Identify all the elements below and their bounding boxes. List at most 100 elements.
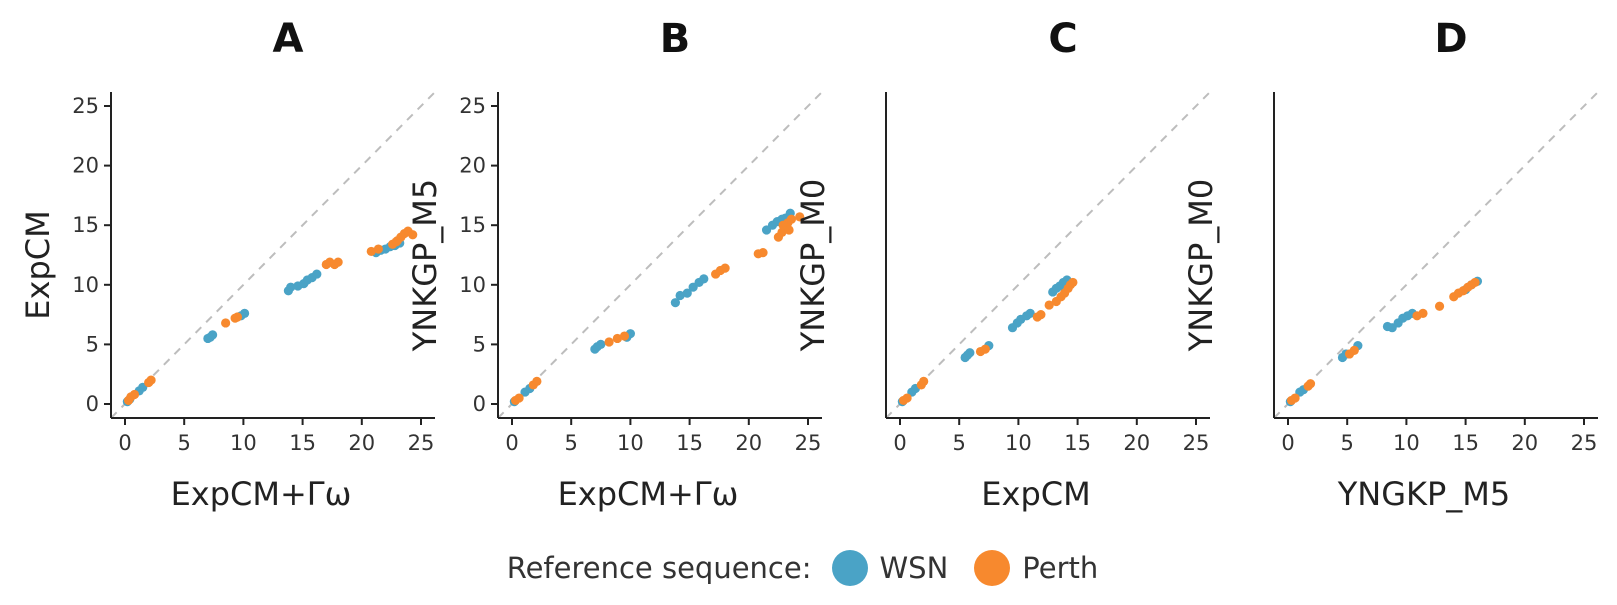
series-perth bbox=[123, 226, 418, 406]
identity-line bbox=[885, 91, 1211, 419]
point-wsn bbox=[1025, 308, 1035, 319]
x-tick-label: 10 bbox=[617, 431, 644, 455]
panel-letter: C bbox=[1048, 16, 1077, 62]
series-perth bbox=[1286, 277, 1480, 406]
y-tick-label: 25 bbox=[72, 94, 99, 118]
series-wsn bbox=[122, 238, 405, 407]
point-perth bbox=[1068, 277, 1078, 288]
point-perth bbox=[408, 230, 418, 240]
y-axis-label: ExpCM bbox=[19, 210, 57, 319]
x-tick-label: 5 bbox=[178, 431, 191, 455]
panel-a: A 0 5 10 15 20 25 0 5 10 15 20 25 ExpCM+Γω ExpCM bbox=[19, 16, 436, 513]
point-perth bbox=[532, 376, 542, 386]
point-perth bbox=[784, 225, 794, 235]
point-perth bbox=[619, 331, 630, 341]
x-tick-label: 10 bbox=[230, 431, 257, 455]
identity-line bbox=[497, 91, 823, 419]
legend-title: Reference sequence: bbox=[506, 551, 812, 585]
x-axis-label: ExpCM+Γω bbox=[171, 475, 352, 513]
x-tick-label: 10 bbox=[1005, 431, 1032, 455]
point-perth bbox=[758, 248, 768, 258]
x-tick-label: 15 bbox=[676, 431, 703, 455]
point-perth bbox=[232, 312, 243, 322]
x-tick-label: 10 bbox=[1393, 431, 1420, 455]
panel-d: D 0 5 10 15 20 25 YNGKP_M5 YNKGP_M0 bbox=[1182, 16, 1599, 513]
x-tick-label: 0 bbox=[118, 431, 131, 455]
point-wsn bbox=[675, 290, 685, 301]
y-tick-label: 0 bbox=[86, 392, 99, 416]
point-perth bbox=[786, 214, 797, 224]
y-axis-label: YNKGP_M0 bbox=[794, 179, 832, 353]
x-tick-label: 0 bbox=[893, 431, 906, 455]
series-wsn bbox=[509, 208, 795, 407]
point-perth bbox=[919, 376, 929, 386]
point-perth bbox=[366, 246, 376, 257]
x-tick-label: 25 bbox=[1571, 431, 1598, 455]
point-wsn bbox=[965, 348, 975, 358]
point-perth bbox=[373, 244, 383, 254]
point-perth bbox=[604, 337, 614, 347]
identity-line bbox=[1273, 91, 1599, 419]
legend-swatch-perth bbox=[974, 550, 1011, 586]
y-tick-label: 20 bbox=[459, 154, 486, 178]
point-perth bbox=[146, 375, 156, 385]
legend-label-wsn: WSN bbox=[879, 551, 949, 585]
point-wsn bbox=[670, 298, 680, 308]
panel-c: C 0 5 10 15 20 25 ExpCM YNKGP_M0 bbox=[794, 16, 1211, 513]
point-perth bbox=[333, 257, 343, 267]
point-perth bbox=[1470, 277, 1480, 288]
point-wsn bbox=[682, 288, 692, 298]
y-tick-label: 10 bbox=[459, 273, 486, 297]
figure: A 0 5 10 15 20 25 0 5 10 15 20 25 ExpCM+Γω ExpCM B 0 5 10 1… bbox=[19, 16, 1599, 513]
point-wsn bbox=[286, 282, 296, 292]
x-tick-label: 25 bbox=[1183, 431, 1210, 455]
legend: Reference sequence: WSN Perth bbox=[0, 540, 1617, 596]
y-tick-label: 5 bbox=[86, 332, 99, 356]
point-perth bbox=[1434, 301, 1445, 311]
x-tick-label: 15 bbox=[1452, 431, 1479, 455]
y-tick-label: 10 bbox=[72, 273, 99, 297]
series-perth bbox=[510, 212, 805, 406]
series-perth bbox=[898, 277, 1078, 406]
x-tick-label: 20 bbox=[348, 431, 375, 455]
y-tick-label: 5 bbox=[473, 332, 486, 356]
x-tick-label: 0 bbox=[1281, 431, 1294, 455]
identity-line bbox=[110, 91, 436, 419]
y-tick-label: 25 bbox=[459, 94, 486, 118]
y-tick-label: 15 bbox=[72, 213, 99, 237]
x-axis-label: ExpCM+Γω bbox=[558, 475, 739, 513]
x-tick-label: 15 bbox=[289, 431, 316, 455]
point-perth bbox=[1349, 345, 1359, 355]
legend-swatch-wsn bbox=[831, 550, 868, 586]
x-tick-label: 5 bbox=[953, 431, 966, 455]
panel-b: B 0 5 10 15 20 25 0 5 10 15 20 25 ExpCM+Γω YNKGP_M5 bbox=[406, 16, 823, 513]
x-tick-label: 5 bbox=[565, 431, 578, 455]
x-tick-label: 25 bbox=[795, 431, 822, 455]
point-perth bbox=[1305, 379, 1316, 389]
point-perth bbox=[612, 333, 622, 344]
point-perth bbox=[795, 212, 805, 222]
point-perth bbox=[1044, 300, 1054, 310]
point-wsn bbox=[239, 308, 250, 319]
point-perth bbox=[902, 393, 912, 403]
x-tick-label: 25 bbox=[408, 431, 435, 455]
panel-letter: A bbox=[273, 16, 304, 62]
point-wsn bbox=[699, 274, 709, 284]
x-tick-label: 0 bbox=[505, 431, 518, 455]
point-wsn bbox=[208, 330, 218, 340]
point-perth bbox=[720, 263, 730, 273]
point-wsn bbox=[596, 339, 606, 349]
y-tick-label: 0 bbox=[473, 392, 486, 416]
legend-item-perth: Perth bbox=[974, 550, 1098, 586]
panel-letter: B bbox=[660, 16, 691, 62]
x-tick-label: 15 bbox=[1064, 431, 1091, 455]
x-tick-label: 20 bbox=[735, 431, 762, 455]
point-perth bbox=[1418, 308, 1428, 319]
x-axis-label: ExpCM bbox=[981, 475, 1090, 513]
x-axis-label: YNGKP_M5 bbox=[1337, 475, 1511, 513]
point-perth bbox=[980, 344, 990, 354]
legend-label-perth: Perth bbox=[1022, 551, 1099, 585]
point-perth bbox=[221, 318, 231, 328]
point-perth bbox=[1036, 310, 1046, 320]
point-perth bbox=[129, 389, 140, 400]
